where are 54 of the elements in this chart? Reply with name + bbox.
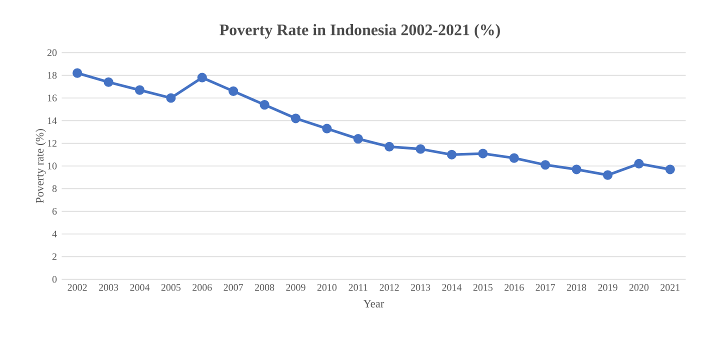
point xyxy=(572,164,582,174)
point xyxy=(602,170,613,180)
x-tick-label: 2005 xyxy=(161,284,181,291)
x-tick-label: 2011 xyxy=(348,284,368,291)
x-tick-label: 2016 xyxy=(504,284,524,291)
x-tick-label: 2021 xyxy=(660,284,680,291)
x-tick-label: 2002 xyxy=(68,284,87,291)
x-tick-label: 2017 xyxy=(536,284,556,291)
x-tick-label: 2008 xyxy=(254,284,274,291)
x-tick-label: 2006 xyxy=(192,284,212,291)
y-tick-label: 12 xyxy=(48,140,56,147)
point xyxy=(540,160,550,170)
y-tick-label: 4 xyxy=(52,230,57,238)
x-tick-label: 2009 xyxy=(286,284,306,291)
y-tick-label: 0 xyxy=(52,276,57,283)
x-tick-label: 2010 xyxy=(317,284,337,291)
x-tick-label: 2003 xyxy=(98,284,118,291)
x-tick-label: 2013 xyxy=(410,284,430,291)
y-tick-label: 18 xyxy=(48,72,57,79)
point xyxy=(104,77,114,87)
point xyxy=(446,150,457,160)
point xyxy=(416,144,426,154)
x-tick-label: 2019 xyxy=(598,284,618,291)
x-tick-label: 2014 xyxy=(442,284,462,291)
point xyxy=(134,85,145,95)
x-tick-label: 2004 xyxy=(130,284,150,291)
point xyxy=(166,93,176,103)
chart-title: Poverty Rate in Indonesia 2002-2021 (%) xyxy=(220,24,500,39)
point xyxy=(197,72,207,82)
x-tick-label: 2015 xyxy=(473,284,493,291)
y-axis-title: Poverty rate (%) xyxy=(36,129,46,204)
x-tick-label: 2020 xyxy=(629,284,649,291)
point xyxy=(509,153,519,163)
point xyxy=(322,124,332,134)
point xyxy=(290,114,301,124)
point xyxy=(260,100,270,110)
y-tick-label: 16 xyxy=(48,94,57,102)
y-tick-label: 14 xyxy=(48,117,57,124)
y-tick-label: 6 xyxy=(52,208,57,215)
x-tick-label: 2018 xyxy=(566,284,586,291)
point xyxy=(228,86,238,96)
point xyxy=(634,158,644,169)
y-tick-label: 20 xyxy=(47,49,57,56)
x-tick-label: 2007 xyxy=(224,284,244,291)
x-axis-title: Year xyxy=(363,300,384,308)
point xyxy=(353,134,363,144)
y-tick-label: 10 xyxy=(48,162,57,170)
point xyxy=(72,68,82,78)
x-tick-label: 2012 xyxy=(380,284,399,291)
point xyxy=(384,142,394,152)
y-tick-label: 8 xyxy=(52,185,57,192)
point xyxy=(478,148,488,158)
point xyxy=(665,164,675,174)
y-tick-label: 2 xyxy=(52,253,56,260)
